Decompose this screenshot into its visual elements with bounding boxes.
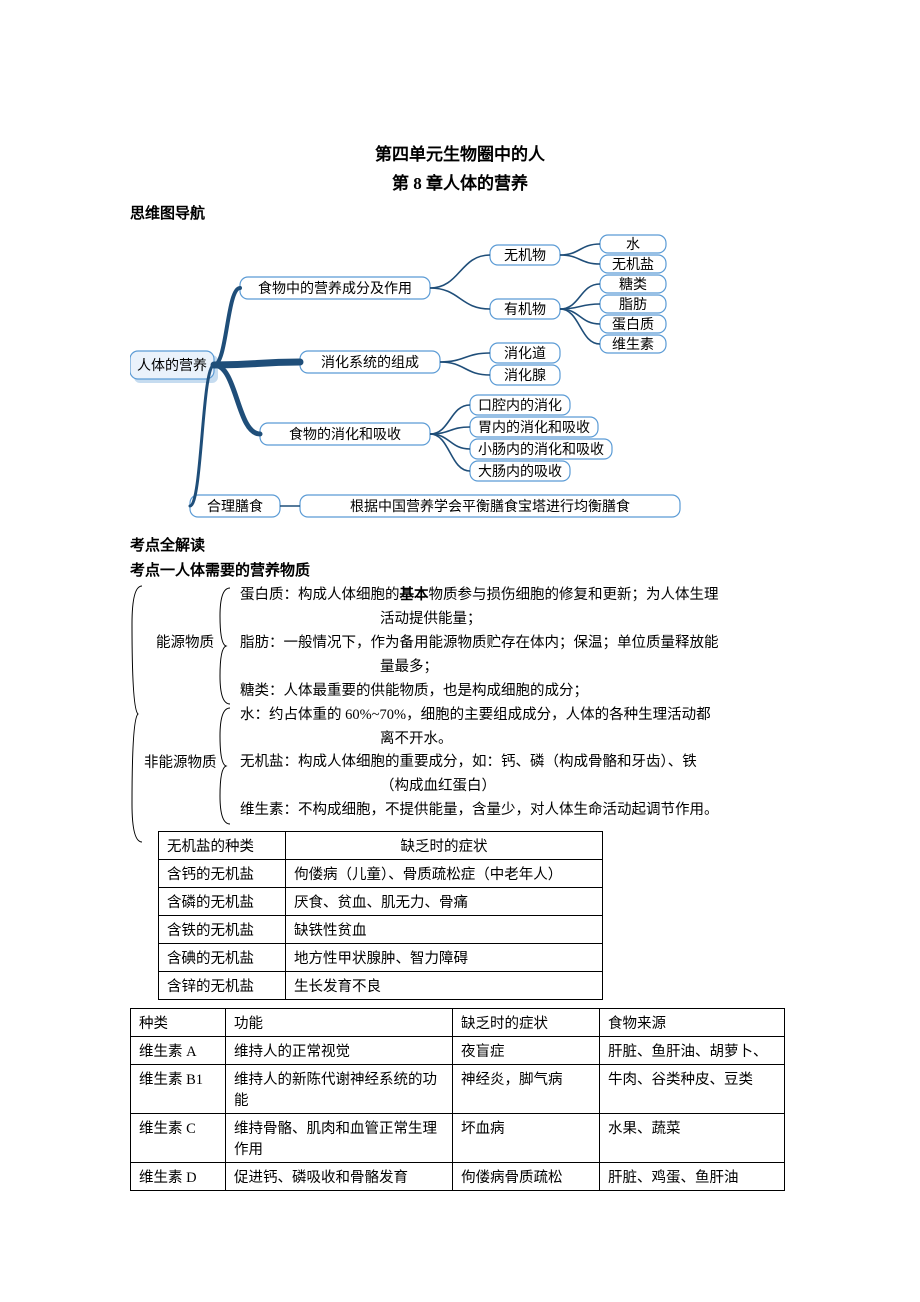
svg-text:大肠内的吸收: 大肠内的吸收	[478, 464, 562, 480]
table-cell: 肝脏、鱼肝油、胡萝卜、	[600, 1037, 785, 1065]
table-cell: 维生素 A	[131, 1037, 226, 1065]
svg-text:小肠内的消化和吸收: 小肠内的消化和吸收	[478, 442, 604, 458]
mineral-deficiency-table: 无机盐的种类缺乏时的症状含钙的无机盐佝偻病（儿童）、骨质疏松症（中老年人）含磷的…	[158, 831, 603, 1000]
inner-brace-icon	[218, 586, 232, 706]
outline-line: （构成血红蛋白）	[240, 775, 790, 799]
table-cell: 维持人的新陈代谢神经系统的功能	[226, 1065, 453, 1114]
table-row: 维生素 C维持骨骼、肌肉和血管正常生理作用坏血病水果、蔬菜	[131, 1114, 785, 1163]
svg-text:胃内的消化和吸收: 胃内的消化和吸收	[478, 420, 590, 436]
group-label-energy: 能源物质	[156, 632, 214, 656]
table-cell: 含锌的无机盐	[159, 972, 286, 1000]
vitamin-table: 种类功能缺乏时的症状食物来源维生素 A维持人的正常视觉夜盲症肝脏、鱼肝油、胡萝卜…	[130, 1008, 785, 1191]
svg-text:蛋白质: 蛋白质	[612, 317, 654, 333]
document-page: 第四单元生物圈中的人 第 8 章人体的营养 思维图导航 人体的营养 食物中的营养成…	[0, 0, 920, 1259]
svg-text:合理膳食: 合理膳食	[207, 498, 263, 515]
svg-text:食物的消化和吸收: 食物的消化和吸收	[289, 426, 401, 443]
svg-text:根据中国营养学会平衡膳食宝塔进行均衡膳食: 根据中国营养学会平衡膳食宝塔进行均衡膳食	[350, 498, 630, 515]
outline-line: 维生素：不构成细胞，不提供能量，含量少，对人体生命活动起调节作用。	[240, 799, 790, 823]
section-kp1-heading: 考点一人体需要的营养物质	[130, 559, 790, 580]
table-cell: 含铁的无机盐	[159, 916, 286, 944]
svg-text:糖类: 糖类	[619, 277, 647, 293]
section-mindmap-heading: 思维图导航	[130, 202, 790, 223]
table-row: 含锌的无机盐生长发育不良	[159, 972, 603, 1000]
svg-text:有机物: 有机物	[504, 302, 546, 318]
table-cell: 佝偻病（儿童）、骨质疏松症（中老年人）	[286, 860, 603, 888]
bold-keyword: 基本	[400, 587, 429, 603]
table-cell: 维持骨骼、肌肉和血管正常生理作用	[226, 1114, 453, 1163]
svg-text:口腔内的消化: 口腔内的消化	[478, 398, 562, 414]
table-cell: 促进钙、磷吸收和骨骼发育	[226, 1163, 453, 1191]
table-cell: 含碘的无机盐	[159, 944, 286, 972]
table-cell: 维持人的正常视觉	[226, 1037, 453, 1065]
table-cell: 维生素 C	[131, 1114, 226, 1163]
svg-text:无机物: 无机物	[504, 248, 546, 264]
table-cell: 夜盲症	[453, 1037, 600, 1065]
table-header-cell: 食物来源	[600, 1009, 785, 1037]
table-header-cell: 缺乏时的症状	[453, 1009, 600, 1037]
table-header-cell: 无机盐的种类	[159, 832, 286, 860]
outline-line: 脂肪：一般情况下，作为备用能源物质贮存在体内；保温；单位质量释放能	[240, 632, 790, 656]
energy-group: 能源物质 蛋白质：构成人体细胞的基本物质参与损伤细胞的修复和更新；为人体生理 活…	[142, 584, 790, 704]
table-cell: 地方性甲状腺肿、智力障碍	[286, 944, 603, 972]
table-cell: 生长发育不良	[286, 972, 603, 1000]
table-cell: 佝偻病骨质疏松	[453, 1163, 600, 1191]
table-row: 维生素 B1维持人的新陈代谢神经系统的功能神经炎，脚气病牛肉、谷类种皮、豆类	[131, 1065, 785, 1114]
table-cell: 水果、蔬菜	[600, 1114, 785, 1163]
table-cell: 维生素 B1	[131, 1065, 226, 1114]
section-kp-heading: 考点全解读	[130, 534, 790, 555]
table-cell: 厌食、贫血、肌无力、骨痛	[286, 888, 603, 916]
table-cell: 坏血病	[453, 1114, 600, 1163]
svg-text:水: 水	[626, 237, 640, 253]
table-row: 维生素 A维持人的正常视觉夜盲症肝脏、鱼肝油、胡萝卜、	[131, 1037, 785, 1065]
table-row: 含碘的无机盐地方性甲状腺肿、智力障碍	[159, 944, 603, 972]
table-cell: 含钙的无机盐	[159, 860, 286, 888]
mindmap-diagram: 人体的营养 食物中的营养成分及作用消化系统的组成食物的消化和吸收合理膳食 无机物有机…	[130, 227, 790, 527]
svg-text:人体的营养: 人体的营养	[137, 358, 207, 374]
svg-text:无机盐: 无机盐	[612, 257, 654, 273]
table-cell: 含磷的无机盐	[159, 888, 286, 916]
table-row: 含铁的无机盐缺铁性贫血	[159, 916, 603, 944]
table-header-cell: 种类	[131, 1009, 226, 1037]
non-energy-group: 非能源物质 水：约占体重的 60%~70%，细胞的主要组成成分，人体的各种生理活…	[142, 704, 790, 824]
svg-text:食物中的营养成分及作用: 食物中的营养成分及作用	[258, 280, 412, 297]
table-row: 维生素 D促进钙、磷吸收和骨骼发育佝偻病骨质疏松肝脏、鸡蛋、鱼肝油	[131, 1163, 785, 1191]
svg-text:消化系统的组成: 消化系统的组成	[321, 355, 419, 371]
table-row: 含钙的无机盐佝偻病（儿童）、骨质疏松症（中老年人）	[159, 860, 603, 888]
outline-line: 水：约占体重的 60%~70%，细胞的主要组成成分，人体的各种生理活动都	[240, 704, 790, 728]
svg-text:消化腺: 消化腺	[504, 368, 546, 384]
svg-text:消化道: 消化道	[504, 346, 546, 362]
chapter-title: 第 8 章人体的营养	[130, 169, 790, 194]
nutrient-outline: 能源物质 蛋白质：构成人体细胞的基本物质参与损伤细胞的修复和更新；为人体生理 活…	[130, 584, 790, 823]
table-header-cell: 功能	[226, 1009, 453, 1037]
unit-title: 第四单元生物圈中的人	[130, 140, 790, 165]
table-header-cell: 缺乏时的症状	[286, 832, 603, 860]
table-cell: 维生素 D	[131, 1163, 226, 1191]
table-cell: 肝脏、鸡蛋、鱼肝油	[600, 1163, 785, 1191]
outline-line: 活动提供能量；	[240, 608, 790, 632]
outline-line: 蛋白质：构成人体细胞的基本物质参与损伤细胞的修复和更新；为人体生理	[240, 584, 790, 608]
table-row: 含磷的无机盐厌食、贫血、肌无力、骨痛	[159, 888, 603, 916]
svg-text:脂肪: 脂肪	[619, 297, 647, 313]
group-label-nonenergy: 非能源物质	[144, 752, 217, 776]
outline-line: 糖类：人体最重要的供能物质，也是构成细胞的成分；	[240, 680, 790, 704]
inner-brace-icon	[218, 706, 232, 826]
outline-line: 无机盐：构成人体细胞的重要成分，如：钙、磷（构成骨骼和牙齿）、铁	[240, 751, 790, 775]
outline-line: 量最多；	[240, 656, 790, 680]
outline-line: 离不开水。	[240, 728, 790, 752]
svg-text:维生素: 维生素	[612, 337, 654, 353]
table-cell: 神经炎，脚气病	[453, 1065, 600, 1114]
table-cell: 牛肉、谷类种皮、豆类	[600, 1065, 785, 1114]
table-cell: 缺铁性贫血	[286, 916, 603, 944]
